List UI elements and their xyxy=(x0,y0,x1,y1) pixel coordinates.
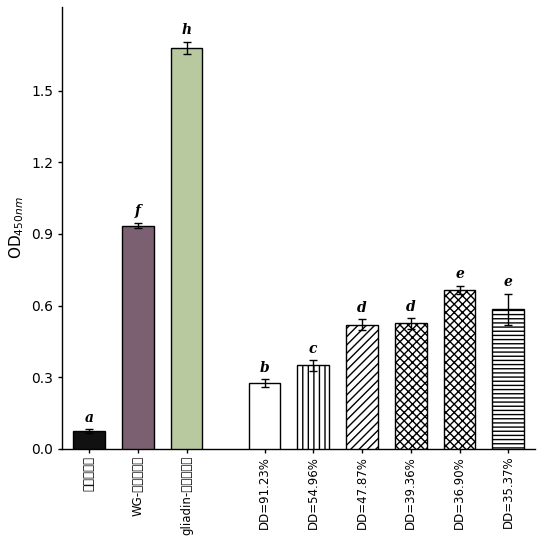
Text: h: h xyxy=(182,23,191,37)
Bar xyxy=(346,325,378,449)
Text: e: e xyxy=(455,267,464,281)
Bar xyxy=(492,309,524,449)
Text: c: c xyxy=(309,341,318,356)
Bar xyxy=(122,225,153,449)
Bar xyxy=(249,383,280,449)
Text: d: d xyxy=(406,300,416,314)
Bar xyxy=(298,365,329,449)
Bar xyxy=(395,324,427,449)
Bar xyxy=(171,48,202,449)
Bar xyxy=(73,431,105,449)
Bar xyxy=(444,290,475,449)
Y-axis label: OD$_{450nm}$: OD$_{450nm}$ xyxy=(7,197,25,259)
Text: f: f xyxy=(135,204,141,218)
Text: d: d xyxy=(357,301,367,315)
Text: e: e xyxy=(504,275,513,289)
Text: b: b xyxy=(260,360,269,375)
Text: a: a xyxy=(85,411,94,425)
